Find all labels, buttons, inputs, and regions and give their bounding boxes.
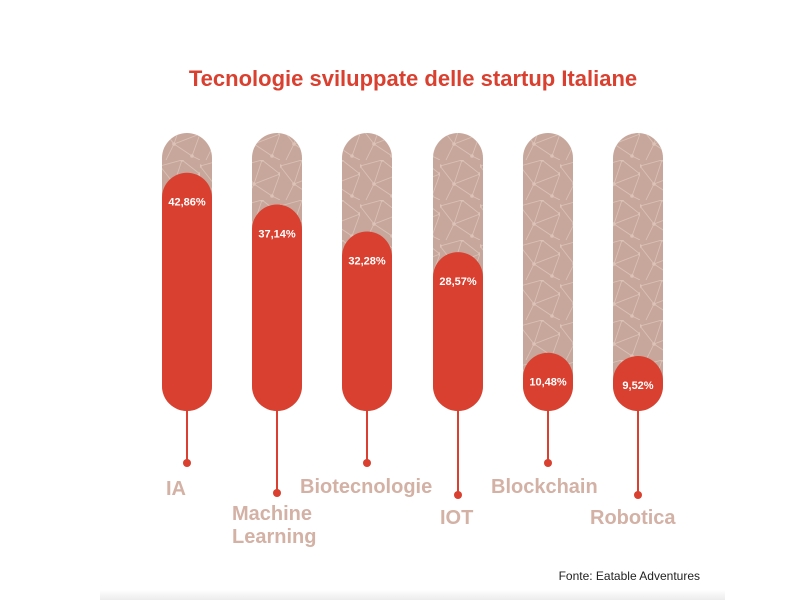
category-label-biotecnologie: Biotecnologie xyxy=(300,476,432,498)
category-label-blockchain: Blockchain xyxy=(491,476,598,498)
track-texture-robotica xyxy=(613,133,663,411)
bar-robotica xyxy=(613,356,663,411)
value-label-blockchain: 10,48% xyxy=(529,377,567,389)
chart-title: Tecnologie sviluppate delle startup Ital… xyxy=(188,66,638,91)
source-note: Fonte: Eatable Adventures xyxy=(558,569,700,583)
category-label-robotica: Robotica xyxy=(590,507,676,529)
category-label-iot: IOT xyxy=(440,507,473,529)
value-label-robotica: 9,52% xyxy=(622,380,653,392)
connector-dot-iot xyxy=(454,491,462,499)
connector-dot-blockchain xyxy=(544,459,552,467)
connector-dot-robotica xyxy=(634,491,642,499)
category-label-ia: IA xyxy=(166,478,186,500)
value-label-machine-learning: 37,14% xyxy=(258,229,296,241)
value-label-biotecnologie: 32,28% xyxy=(348,256,386,268)
connector-dot-machine-learning xyxy=(273,489,281,497)
track-texture-blockchain xyxy=(523,133,573,411)
value-label-iot: 28,57% xyxy=(439,276,477,288)
connector-dot-biotecnologie xyxy=(363,459,371,467)
bar-biotecnologie xyxy=(342,231,392,411)
bar-ia xyxy=(162,172,212,411)
bottom-divider xyxy=(100,590,725,600)
connector-dot-ia xyxy=(183,459,191,467)
category-label-machine-learning: Machine Learning xyxy=(232,503,316,548)
bar-machine-learning xyxy=(252,204,302,411)
bar-blockchain xyxy=(523,352,573,411)
value-label-ia: 42,86% xyxy=(168,197,206,209)
bar-iot xyxy=(433,252,483,411)
